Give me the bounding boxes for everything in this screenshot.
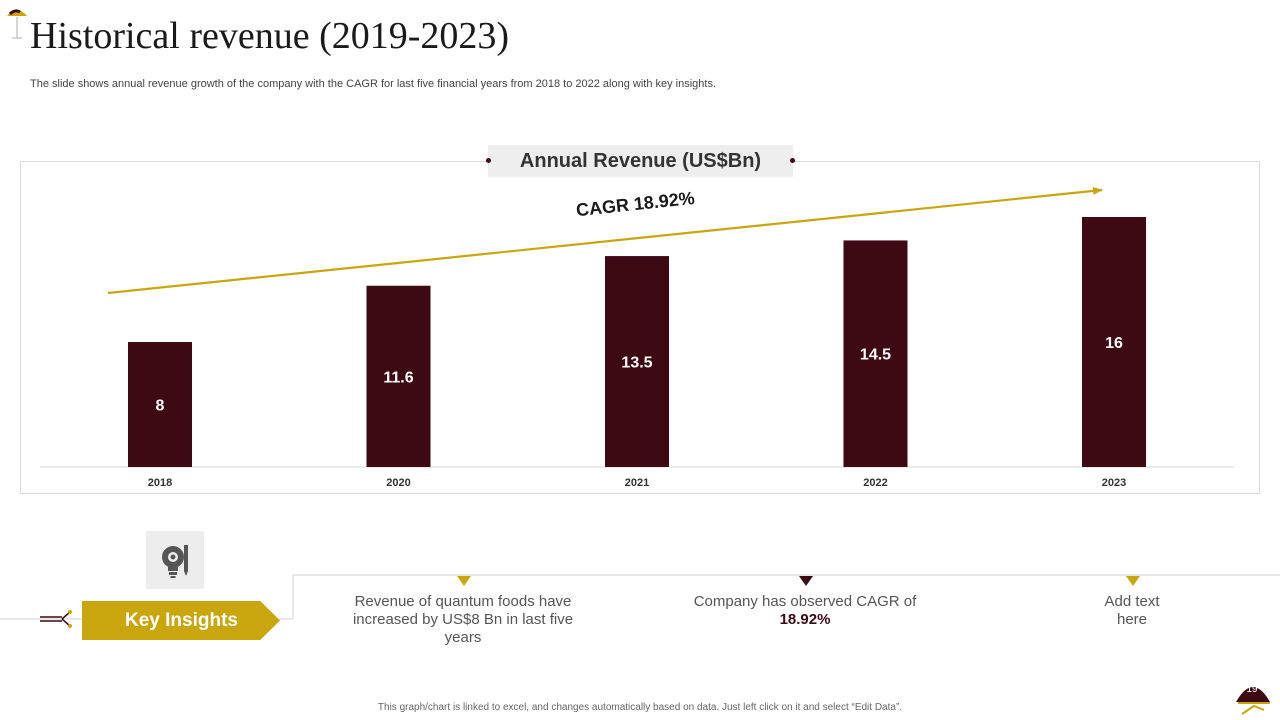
- bar-value-label-2021: 13.5: [621, 355, 652, 372]
- bars-group: 8 2018 11.6 2020 13.5 2021 14.5 2022 16 2023: [128, 217, 1146, 489]
- insight-icon-box: [146, 531, 204, 589]
- bar-2018: [128, 342, 192, 467]
- bar-value-label-2023: 16: [1105, 335, 1123, 352]
- chart-title-dot-left: [486, 158, 491, 163]
- bar-value-label-2022: 14.5: [860, 347, 891, 364]
- insight-text-2: Company has observed CAGR of: [693, 593, 917, 610]
- chart-title-box: [488, 145, 793, 177]
- insight-text-3: Add text here: [1104, 593, 1160, 628]
- cagr-trend-arrow: [107, 186, 1103, 295]
- bar-2022: [843, 240, 908, 467]
- lightbulb-gear-icon: [162, 545, 188, 578]
- chef-cloche-logo-icon: [7, 9, 27, 39]
- x-tick-label-2018: 2018: [148, 477, 172, 489]
- page-title: Historical revenue (2019-2023): [30, 15, 510, 57]
- revenue-bar-chart: 8 2018 11.6 2020 13.5 2021 14.5 2022 16 2023 CAGR…: [40, 186, 1234, 489]
- x-tick-label-2020: 2020: [386, 477, 410, 489]
- key-insights-label: Key Insights: [82, 601, 280, 640]
- bar-value-label-2020: 11.6: [383, 369, 413, 386]
- insight-item-3: Add text here: [1002, 593, 1262, 629]
- insight-marker-1: [457, 576, 471, 586]
- insight-marker-3: [1126, 576, 1140, 586]
- insight-item-2: Company has observed CAGR of 18.92%: [675, 593, 935, 629]
- page-number: 19: [1246, 684, 1258, 695]
- bar-value-label-2018: 8: [156, 398, 165, 415]
- chart-title-dot-right: [790, 158, 795, 163]
- page-subtitle: The slide shows annual revenue growth of…: [30, 78, 717, 90]
- insight-text-1: Revenue of quantum foods have increased …: [352, 593, 574, 646]
- x-tick-label-2023: 2023: [1102, 477, 1126, 489]
- bar-2023: [1082, 217, 1146, 467]
- bar-2020: [366, 285, 431, 467]
- bar-2021: [605, 256, 669, 467]
- insight-marker-2: [799, 576, 813, 586]
- insight-item-1: Revenue of quantum foods have increased …: [333, 593, 593, 647]
- x-tick-label-2021: 2021: [625, 477, 649, 489]
- branch-connector-icon: [40, 610, 72, 628]
- insight-highlight-2: 18.92%: [779, 611, 831, 628]
- x-tick-label-2022: 2022: [863, 477, 887, 489]
- chart-title: Annual Revenue (US$Bn): [519, 150, 762, 172]
- cagr-annotation: CAGR 18.92%: [575, 188, 696, 220]
- footer-note: This graph/chart is linked to excel, and…: [377, 702, 903, 713]
- cloche-badge-icon: [1236, 687, 1270, 715]
